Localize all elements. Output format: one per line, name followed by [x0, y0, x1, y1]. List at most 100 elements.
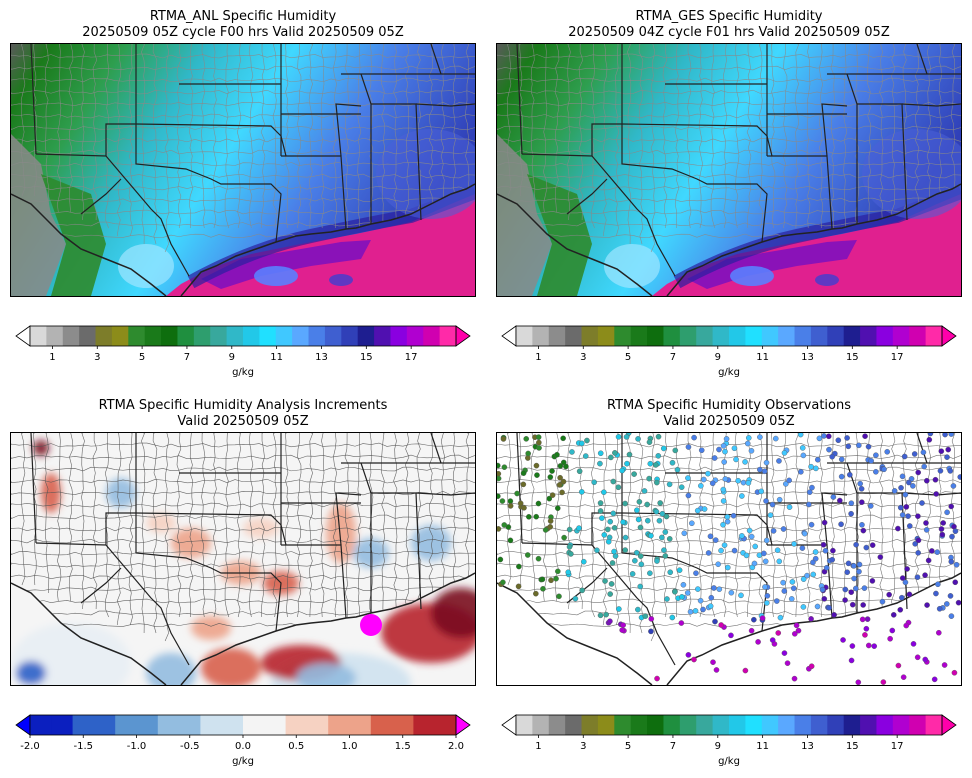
observation-point: [912, 541, 918, 547]
observation-point: [731, 445, 738, 452]
county-boundary: [722, 44, 728, 229]
county-boundary: [332, 44, 337, 229]
observation-point: [869, 578, 876, 584]
dry-region: [11, 134, 66, 296]
colorbar-segment: [532, 715, 550, 735]
observation-point: [684, 590, 691, 596]
observation-point: [694, 507, 701, 514]
colorbar-units-label: g/kg: [232, 367, 254, 378]
county-boundary: [770, 433, 776, 618]
observation-point: [554, 505, 561, 511]
observation-point: [497, 526, 502, 532]
observation-point: [507, 503, 514, 509]
colorbar-tick-label: 13: [315, 352, 328, 363]
observation-point: [897, 606, 904, 613]
county-boundary: [272, 433, 278, 618]
observation-point: [713, 667, 720, 673]
observation-point: [856, 442, 862, 449]
observation-point: [919, 500, 925, 506]
observation-point: [720, 486, 727, 493]
colorbar-tick-label: 3: [94, 352, 100, 363]
colorbar-segment: [794, 715, 812, 735]
colorbar-segment: [177, 326, 195, 346]
observation-point: [549, 468, 555, 474]
observation-point: [679, 594, 685, 600]
observation-point: [697, 597, 704, 604]
county-boundary: [68, 433, 74, 602]
title-line1: RTMA Specific Humidity Observations: [606, 398, 851, 413]
county-boundary: [236, 44, 242, 229]
colorbar-segment: [243, 715, 265, 735]
county-boundary: [332, 433, 337, 618]
title-line1: RTMA Specific Humidity Analysis Incremen…: [98, 398, 388, 413]
county-boundary: [650, 44, 656, 253]
observation-point: [867, 503, 874, 509]
observation-point: [764, 600, 770, 606]
colorbar-segment: [581, 715, 599, 735]
county-boundary: [188, 44, 194, 229]
county-boundary: [530, 44, 536, 205]
colorbar-segment: [128, 326, 146, 346]
panel-title: RTMA Specific Humidity Observations Vali…: [496, 398, 962, 430]
observation-point: [879, 598, 886, 605]
observation-point: [722, 448, 728, 455]
observation-point: [672, 589, 678, 595]
observation-point: [637, 553, 644, 559]
observation-point: [526, 514, 532, 520]
coastline: [497, 183, 961, 296]
observation-point: [507, 498, 514, 504]
county-boundary: [296, 44, 302, 229]
observation-point: [501, 522, 508, 528]
observation-point: [655, 433, 662, 440]
observation-point: [622, 547, 629, 553]
observation-point: [920, 449, 927, 456]
observation-point: [597, 450, 604, 457]
observation-point: [685, 475, 691, 481]
observation-point: [923, 527, 930, 533]
observation-point: [676, 567, 683, 573]
coastal-band: [687, 240, 857, 289]
observation-point: [611, 548, 617, 555]
county-boundary: [758, 44, 764, 229]
observation-point: [724, 564, 731, 571]
observation-point: [838, 473, 845, 480]
observation-point: [955, 599, 961, 606]
observation-point: [835, 437, 842, 444]
observation-point: [745, 435, 752, 441]
colorbar-tick-label: 5: [139, 352, 145, 363]
county-boundary: [891, 44, 896, 229]
colorbar-tick-label: 3: [580, 741, 586, 752]
observation-point: [579, 587, 585, 594]
colorbar-over-arrow: [455, 714, 471, 736]
observation-point: [844, 435, 850, 441]
county-boundary: [92, 433, 98, 610]
state-boundary: [80, 567, 122, 604]
observation-point: [720, 521, 726, 528]
observation-point: [524, 552, 531, 558]
county-boundary: [440, 433, 446, 618]
observation-point: [722, 476, 729, 482]
county-boundary: [176, 433, 182, 618]
observation-point: [953, 561, 960, 568]
observation-point: [707, 533, 714, 540]
observation-point: [609, 560, 616, 566]
observation-point: [776, 458, 782, 464]
observation-point: [721, 459, 727, 465]
colorbar-tick-label: -1.5: [73, 741, 93, 752]
county-boundary: [879, 44, 884, 229]
observation-point: [895, 525, 901, 532]
county-boundary: [81, 44, 85, 221]
colorbar-tick-label: 5: [625, 352, 631, 363]
observation-point: [660, 445, 667, 452]
observation-point: [936, 605, 943, 612]
observation-point: [533, 590, 539, 597]
observation-point: [666, 481, 673, 488]
observation-point: [599, 515, 605, 521]
state-boundary: [566, 178, 608, 215]
observation-point: [851, 563, 857, 569]
colorbar-segment: [306, 715, 329, 735]
observation-point: [829, 453, 835, 460]
county-boundary: [782, 433, 788, 618]
county-boundary: [68, 44, 74, 213]
observation-point: [775, 630, 782, 636]
